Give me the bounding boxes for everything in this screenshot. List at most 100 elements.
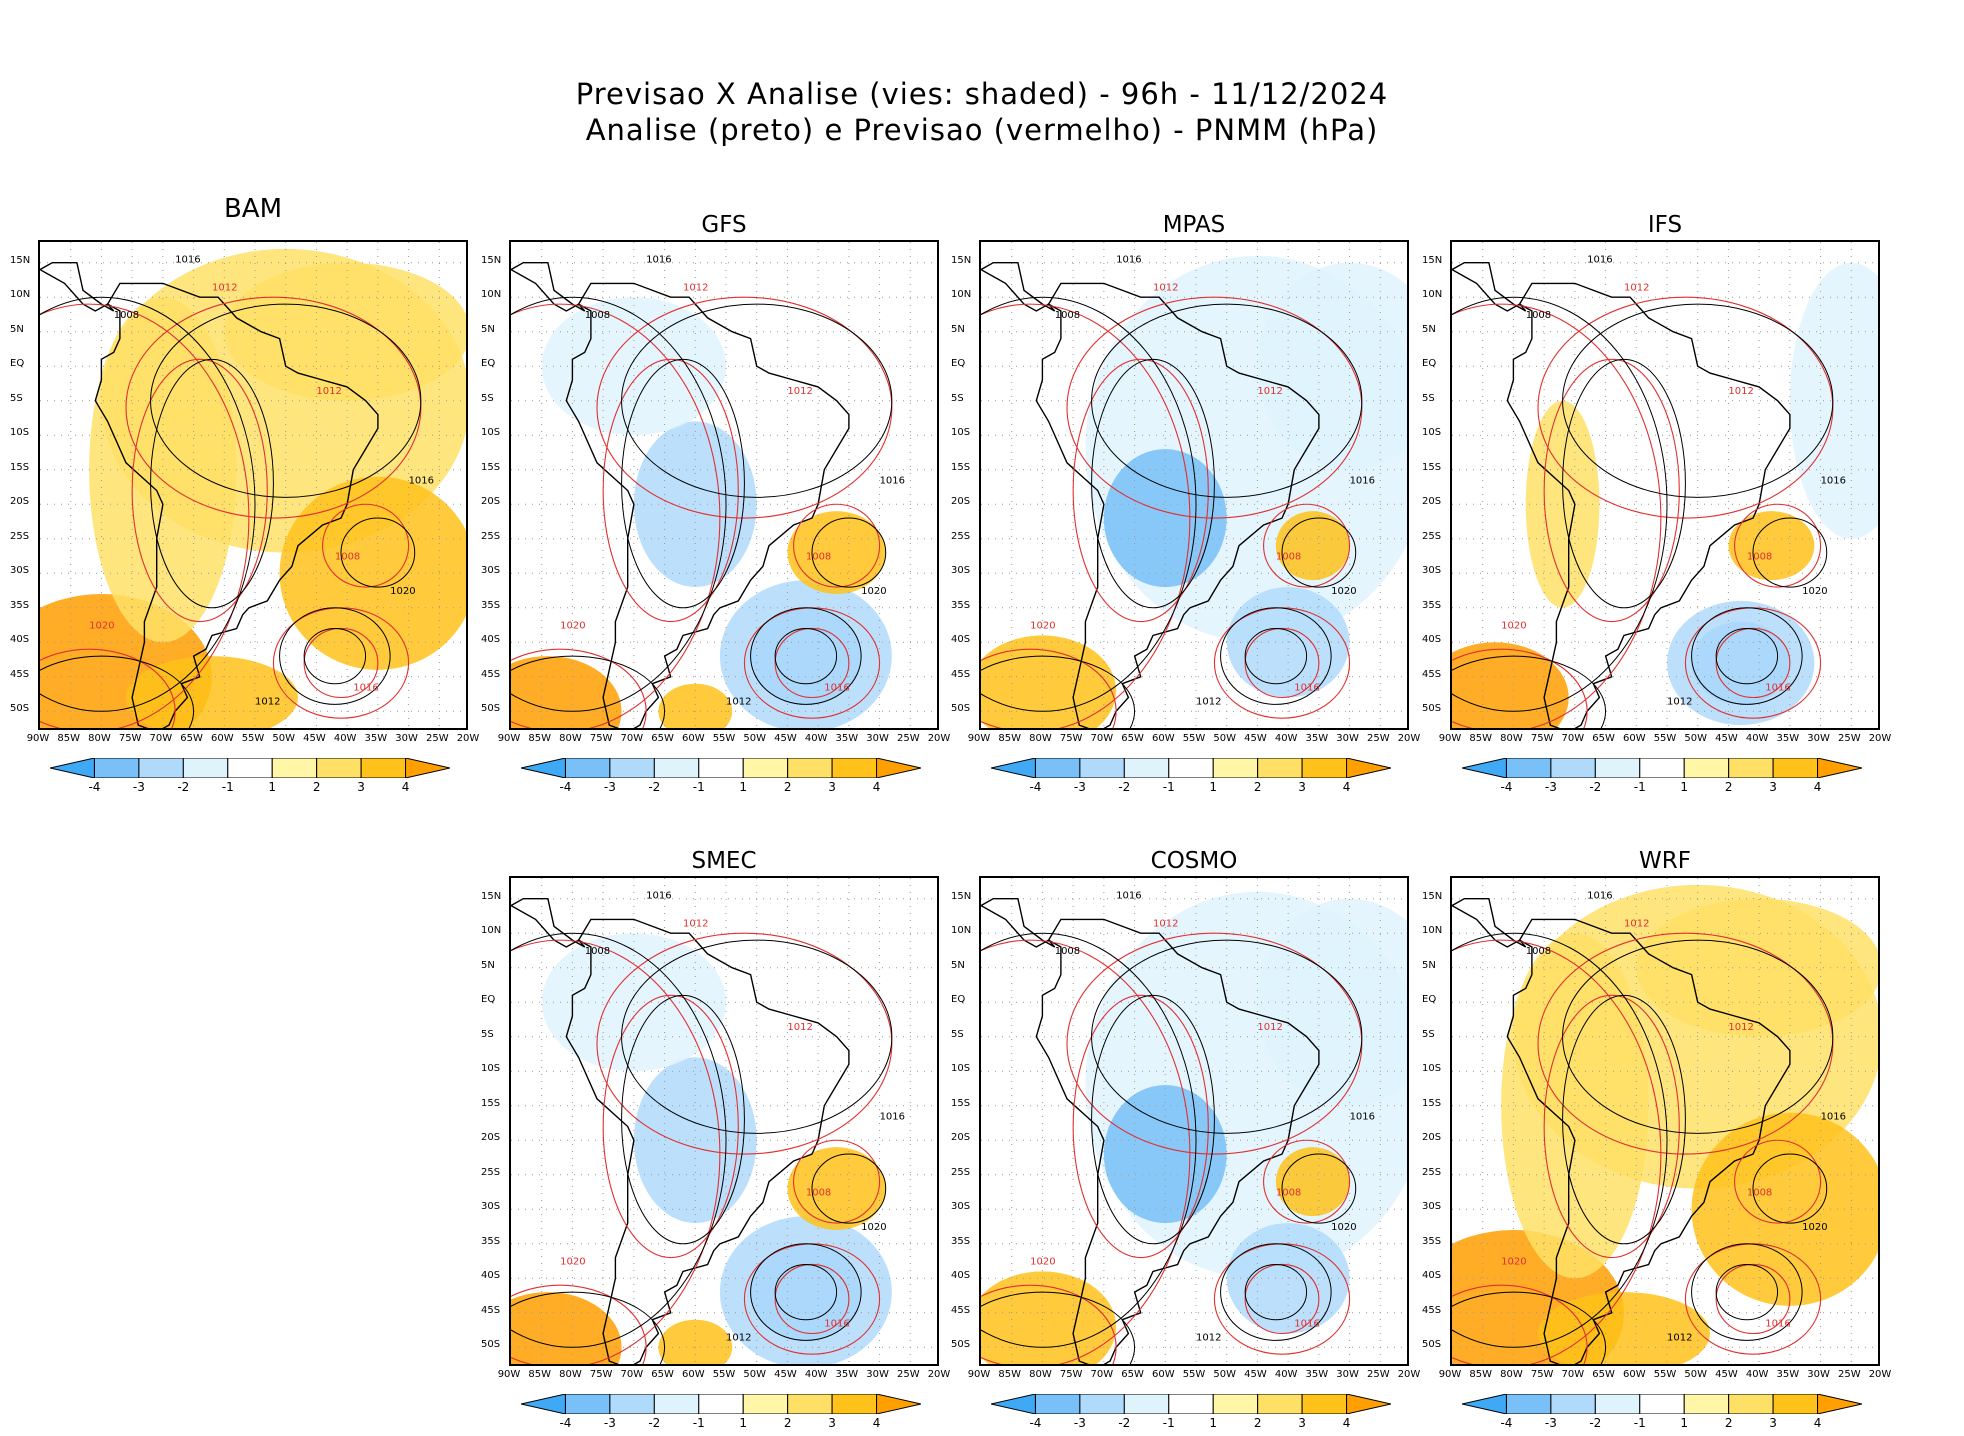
isobar-label: 1016: [1294, 1319, 1319, 1330]
analysis-isobar: [1715, 627, 1779, 685]
longitude-label: 40W: [333, 733, 357, 744]
latitude-label: 50S: [481, 1339, 501, 1351]
analysis-isobar: [750, 1243, 862, 1341]
colorbar-label: -1: [221, 780, 234, 794]
colorbar-swatch: [1034, 1393, 1081, 1415]
isobar-label: 1008: [1747, 551, 1772, 562]
isobar-label: 1016: [880, 476, 905, 487]
longitude-label: 35W: [364, 733, 388, 744]
longitude-label: 85W: [1469, 733, 1493, 744]
forecast-isobar: [981, 303, 1191, 728]
isobar-label: 1016: [1821, 476, 1846, 487]
longitude-label: 20W: [927, 733, 951, 744]
isobar-label: 1016: [646, 891, 671, 902]
isobar-label: 1016: [824, 683, 849, 694]
analysis-isobar: [621, 994, 745, 1245]
longitude-label: 50W: [1684, 1369, 1708, 1380]
coastline: [511, 898, 586, 948]
isobar-label: 1012: [1196, 696, 1221, 707]
longitude-label: 85W: [1469, 1369, 1493, 1380]
isobar-label: 1008: [1526, 310, 1551, 321]
latitude-label: 15N: [1422, 890, 1443, 902]
latitude-label: 5N: [1422, 959, 1436, 971]
latitude-label: 50S: [481, 703, 501, 715]
latitude-label: 20S: [1422, 1132, 1442, 1144]
latitude-label: 45S: [1422, 1304, 1442, 1316]
longitude-label: 70W: [1090, 733, 1114, 744]
latitude-label: EQ: [1422, 358, 1437, 370]
analysis-isobar: [511, 296, 727, 712]
map-canvas: 1016 1012 1008 1012 1016 1020 1020 1016 1012 1008: [40, 242, 466, 728]
latitude-label: 40S: [481, 634, 501, 646]
latitude-label: 15N: [10, 254, 31, 266]
latitude-label: 15S: [481, 1097, 501, 1109]
latitude-label: 5S: [1422, 392, 1435, 404]
latitude-label: 10S: [1422, 1063, 1442, 1075]
latitude-label: 40S: [951, 634, 971, 646]
longitude-label: 85W: [998, 1369, 1022, 1380]
longitude-label: 50W: [272, 733, 296, 744]
colorbar-swatch: [49, 757, 95, 779]
colorbar-label: -4: [1029, 1416, 1042, 1430]
longitude-label: 85W: [998, 733, 1022, 744]
analysis-isobar: [279, 607, 391, 705]
bias-shading: [981, 635, 1117, 728]
isobar-label: 1020: [1331, 586, 1356, 597]
latitude-label: 30S: [1422, 565, 1442, 577]
colorbar-swatch: [698, 757, 744, 779]
longitude-label: 80W: [1029, 733, 1052, 744]
colorbar-swatch: [564, 1393, 611, 1415]
forecast-isobar: [774, 627, 850, 699]
bias-shading: [1275, 1147, 1350, 1217]
latitude-label: 30S: [951, 1201, 971, 1213]
panel-title: BAM: [223, 194, 283, 224]
map-frame: 1016 1012 1008 1012 1016 1020 1020 1016 1012 1008: [509, 876, 939, 1366]
longitude-label: 25W: [1366, 733, 1390, 744]
latitude-label: 30S: [481, 565, 501, 577]
isobar-label: 1020: [1331, 1222, 1356, 1233]
forecast-isobar: [602, 994, 739, 1259]
analysis-isobar: [1244, 1263, 1308, 1321]
colorbar-label: 4: [1813, 1416, 1822, 1430]
longitude-label: 30W: [1807, 733, 1830, 744]
colorbar-swatch: [1461, 757, 1507, 779]
longitude-label: 75W: [589, 1369, 613, 1380]
latitude-label: 10N: [951, 925, 972, 937]
latitude-label: 5S: [10, 392, 23, 404]
longitude-label: 30W: [1807, 1369, 1830, 1380]
colorbar-label: 4: [401, 780, 410, 794]
colorbar-label: 2: [1253, 1416, 1262, 1430]
isobar-label: 1016: [175, 255, 200, 266]
figure-title-line-2: Analise (preto) e Previsao (vermelho) - …: [585, 113, 1379, 147]
longitude-label: 35W: [1776, 1369, 1800, 1380]
colorbar-swatch: [316, 757, 362, 779]
latitude-label: 30S: [1422, 1201, 1442, 1213]
longitude-label: 55W: [1653, 1369, 1677, 1380]
colorbar-swatch: [405, 757, 451, 779]
colorbar-label: -4: [88, 780, 101, 794]
colorbar-label: 2: [1724, 780, 1733, 794]
analysis-isobar: [40, 296, 256, 712]
isobar-label: 1020: [560, 1256, 585, 1267]
latitude-label: 40S: [1422, 634, 1442, 646]
analysis-isobar: [1220, 607, 1332, 705]
forecast-isobar: [1072, 994, 1209, 1259]
analysis-isobar: [981, 932, 1197, 1348]
latitude-label: 30S: [951, 565, 971, 577]
analysis-isobar: [981, 655, 1136, 728]
colorbar-label: -2: [1118, 1416, 1131, 1430]
colorbar-label: 2: [1253, 780, 1262, 794]
colorbar-label: -3: [1073, 1416, 1086, 1430]
latitude-label: 35S: [481, 599, 501, 611]
latitude-label: 25S: [951, 1166, 971, 1178]
forecast-isobar: [322, 503, 410, 588]
analysis-isobar: [1715, 1263, 1779, 1321]
isobar-label: 1020: [560, 620, 585, 631]
colorbar-label: 2: [312, 780, 321, 794]
map-panel-cosmo: COSMO 1016 1012 1008 1012 1016 1020 1020 1016 101…: [951, 848, 1420, 1436]
analysis-isobar: [1091, 994, 1215, 1245]
latitude-label: 10S: [10, 427, 30, 439]
analysis-isobar: [774, 1263, 838, 1321]
forecast-isobar: [1244, 1263, 1320, 1335]
isobar-label: 1020: [89, 620, 114, 631]
